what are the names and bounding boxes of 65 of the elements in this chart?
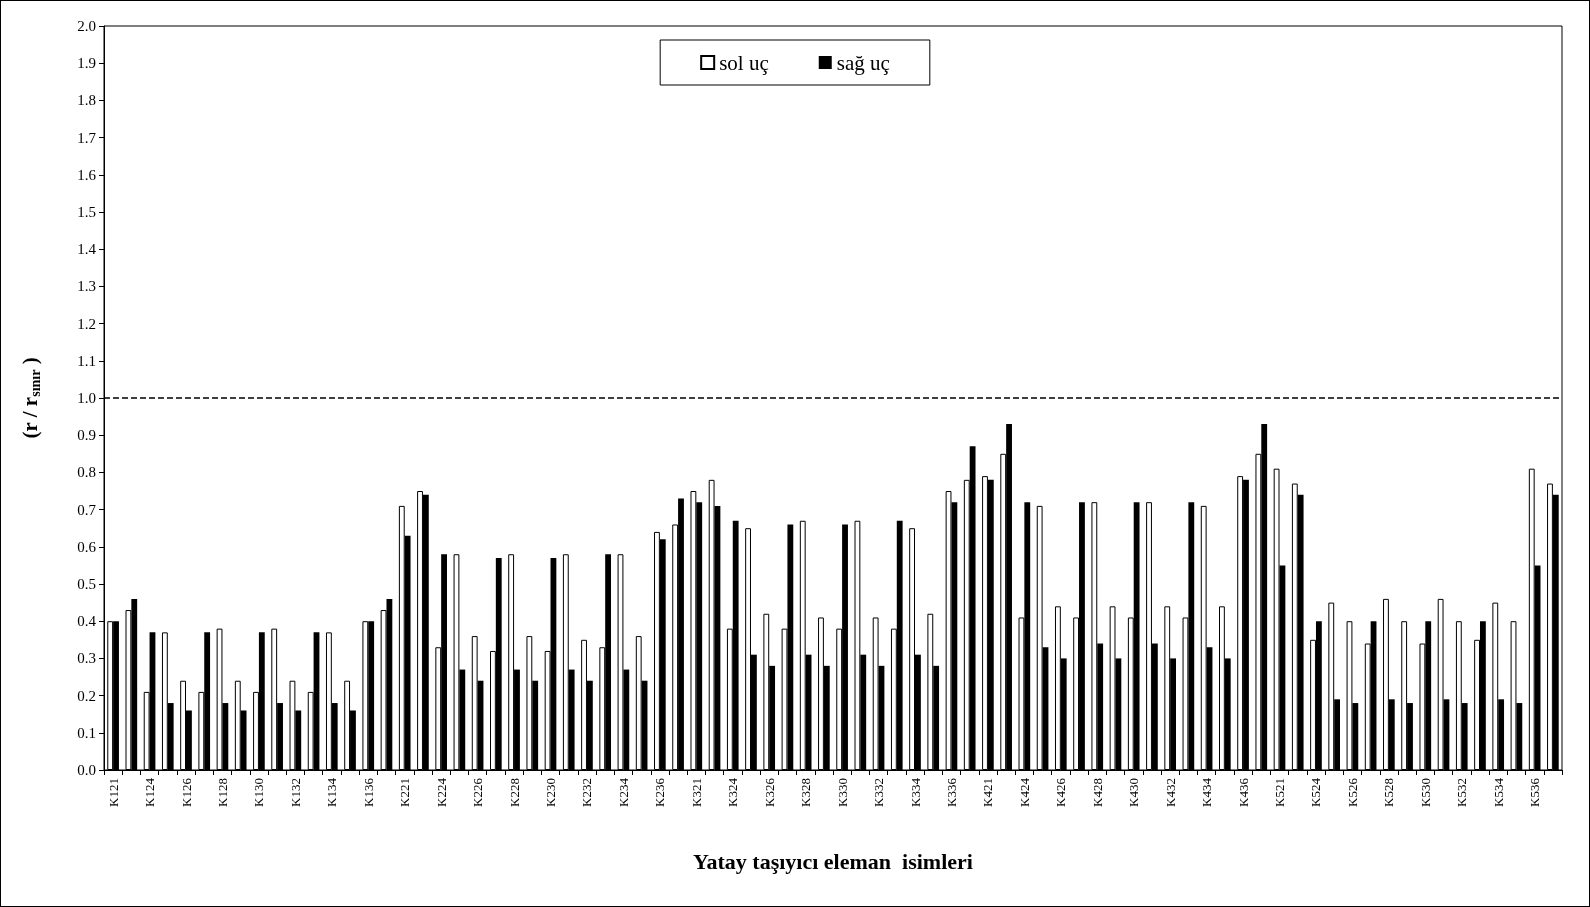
y-axis-title: (r / rsınır ) [18,357,43,439]
x-tick-label: K228 [506,778,522,807]
x-tick-label: K126 [178,777,194,807]
x-tick-label: K328 [798,778,814,807]
x-tick-label: K324 [725,777,741,807]
x-tick-label: K130 [251,778,267,807]
x-tick-label: K326 [761,777,777,807]
x-tick-label: K232 [579,778,595,807]
x-tick-label: K532 [1454,778,1470,807]
x-tick-label: K224 [433,777,449,807]
x-tick-label: K230 [543,778,559,807]
y-tick-label: 0.6 [77,538,97,555]
x-tick-label: K521 [1272,778,1288,807]
x-tick-label: K124 [142,777,158,807]
x-tick-label: K534 [1490,777,1506,807]
x-tick-label: K221 [397,778,413,807]
y-tick-label: 1.8 [77,92,96,109]
x-tick-label: K330 [834,778,850,807]
x-tick-label: K524 [1308,777,1324,807]
y-tick-label: 1.6 [77,166,97,183]
y-tick-label: 0.7 [77,501,97,518]
y-tick-label: 1.3 [77,278,96,295]
y-tick-label: 0.0 [77,762,96,778]
y-tick-label: 1.4 [77,241,97,258]
x-tick-label: K332 [871,778,887,807]
x-tick-label: K428 [1089,778,1105,807]
x-tick-label: K526 [1344,777,1360,807]
y-tick-label: 0.3 [77,650,96,667]
x-tick-label: K336 [943,777,959,807]
x-tick-label: K226 [470,777,486,807]
x-tick-label: K132 [287,778,303,807]
x-tick-label: K421 [980,778,996,807]
y-tick-label: 0.8 [77,464,96,481]
y-tick-label: 0.5 [77,576,96,592]
x-tick-label: K426 [1053,777,1069,807]
y-tick-label: 2.0 [77,18,96,34]
x-tick-label: K334 [907,777,923,807]
x-tick-label: K430 [1126,778,1142,807]
x-tick-label: K536 [1527,777,1543,807]
y-tick-label: 0.9 [77,427,96,444]
y-tick-label: 0.2 [77,687,96,704]
legend-label: sol uç [719,50,769,75]
y-tick-label: 0.1 [77,724,96,741]
x-tick-label: K321 [688,778,704,807]
y-tick-label: 0.4 [77,613,97,630]
x-tick-label: K134 [324,777,340,807]
x-tick-label: K236 [652,777,668,807]
x-tick-label: K528 [1381,778,1397,807]
x-tick-label: K424 [1016,777,1032,807]
y-tick-label: 1.2 [77,315,96,332]
x-tick-label: K136 [360,777,376,807]
y-tick-label: 1.7 [77,129,97,146]
x-tick-label: K436 [1235,777,1251,807]
x-axis-title: Yatay taşıyıcı eleman isimleri [693,848,973,874]
x-tick-label: K432 [1162,778,1178,807]
legend-label: sağ uç [836,50,890,75]
y-tick-label: 1.9 [77,55,96,72]
x-tick-label: K234 [615,777,631,807]
y-tick-label: 1.1 [77,352,96,369]
x-tick-label: K434 [1199,777,1215,807]
y-tick-label: 1.0 [77,390,96,406]
x-tick-label: K128 [214,778,230,807]
x-tick-label: K121 [105,778,121,807]
x-tick-label: K530 [1417,778,1433,807]
y-tick-label: 1.5 [77,204,96,220]
